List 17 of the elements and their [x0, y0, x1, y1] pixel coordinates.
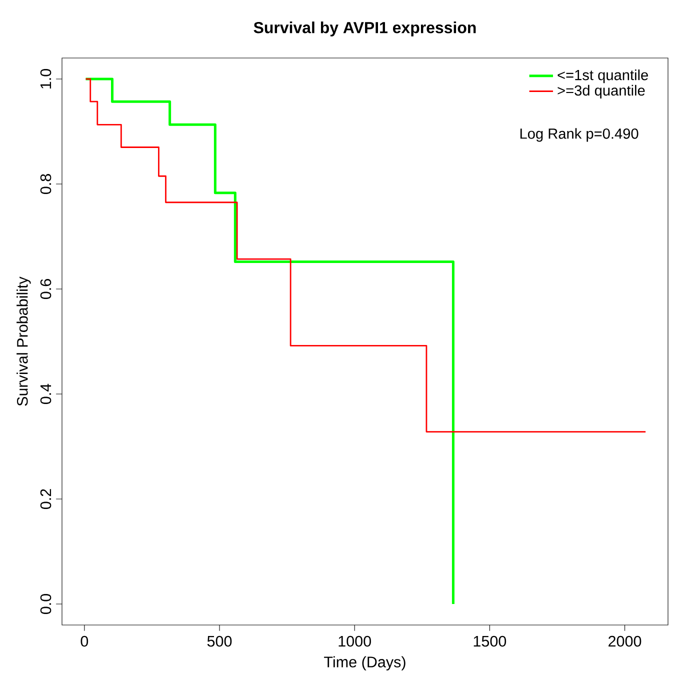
annotation: Log Rank p=0.490	[520, 128, 638, 142]
y-tick-label: 0.4	[40, 384, 52, 404]
y-tick-label: 0.0	[40, 594, 52, 614]
x-axis-title: Time (Days)	[324, 656, 406, 670]
y-axis-title: Survival Probability	[16, 276, 31, 406]
x-tick-label: 1000	[338, 636, 371, 647]
x-tick-label: 0	[80, 636, 88, 647]
y-tick-label: 0.8	[40, 174, 52, 194]
x-tick-label: 500	[207, 636, 232, 647]
y-tick-label: 0.2	[40, 489, 52, 510]
x-tick-label: 1500	[474, 636, 506, 647]
legend-label: >=3d quantile	[558, 84, 645, 99]
chart-title: Survival by AVPI1 expression	[254, 22, 476, 36]
y-tick-label: 1.0	[40, 68, 52, 88]
legend-label: <=1st quantile	[558, 70, 648, 84]
x-tick-label: 2000	[608, 636, 642, 647]
y-tick-label: 0.6	[40, 279, 52, 300]
